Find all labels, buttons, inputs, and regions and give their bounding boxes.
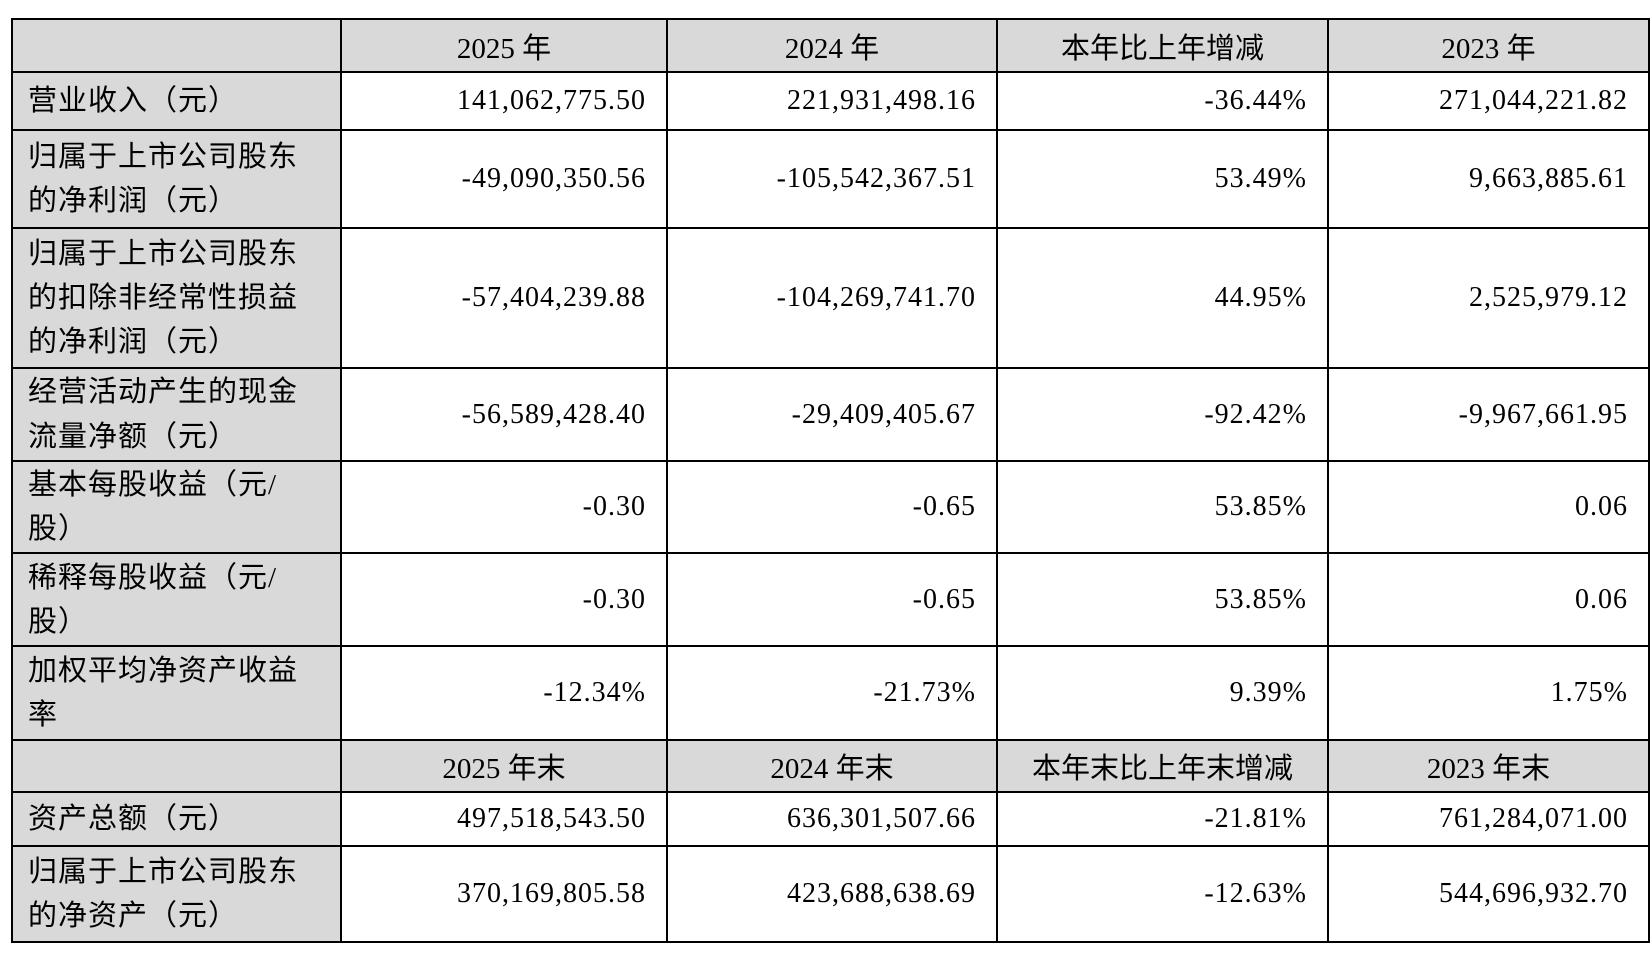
value-cell: -56,589,428.40 (340, 367, 668, 462)
value-cell: -105,542,367.51 (666, 129, 998, 229)
table-row: 基本每股收益（元/ 股） -0.30 -0.65 53.85% 0.06 (11, 459, 1650, 555)
table-row: 归属于上市公司股东 的扣除非经常性损益 的净利润（元） -57,404,239.… (11, 227, 1650, 369)
metric-label-cell: 经营活动产生的现金 流量净额（元） (11, 367, 342, 462)
value-cell: 370,169,805.58 (340, 845, 668, 944)
value-cell: 0.06 (1327, 552, 1650, 648)
value-cell: -12.34% (340, 645, 668, 742)
table-row: 经营活动产生的现金 流量净额（元） -56,589,428.40 -29,409… (11, 367, 1650, 462)
value-cell: 0.06 (1327, 459, 1650, 555)
metric-label-cell: 稀释每股收益（元/ 股） (11, 552, 342, 648)
value-cell: 423,688,638.69 (666, 845, 998, 944)
value-cell: -12.63% (996, 845, 1329, 944)
value-cell: 544,696,932.70 (1327, 845, 1650, 944)
value-cell: 1.75% (1327, 645, 1650, 742)
col-header-2025: 2025 年 (340, 18, 668, 73)
value-cell: -9,967,661.95 (1327, 367, 1650, 462)
value-cell: 53.85% (996, 459, 1329, 555)
metric-label-cell: 归属于上市公司股东 的扣除非经常性损益 的净利润（元） (11, 227, 342, 369)
value-cell: 53.49% (996, 129, 1329, 229)
table-row: 加权平均净资产收益 率 -12.34% -21.73% 9.39% 1.75% (11, 645, 1650, 742)
value-cell: 53.85% (996, 552, 1329, 648)
value-cell: -92.42% (996, 367, 1329, 462)
value-cell: 221,931,498.16 (666, 71, 998, 131)
table-row: 资产总额（元） 497,518,543.50 636,301,507.66 -2… (11, 791, 1650, 848)
col-header-2024-end: 2024 年末 (666, 739, 998, 794)
col-header-yoy-change: 本年比上年增减 (996, 18, 1329, 73)
value-cell: 9.39% (996, 645, 1329, 742)
section2-header-row: 2025 年末 2024 年末 本年末比上年末增减 2023 年末 (11, 739, 1650, 794)
value-cell: -21.81% (996, 791, 1329, 848)
value-cell: -0.30 (340, 552, 668, 648)
value-cell: 497,518,543.50 (340, 791, 668, 848)
metric-label-cell: 归属于上市公司股东 的净利润（元） (11, 129, 342, 229)
value-cell: 271,044,221.82 (1327, 71, 1650, 131)
value-cell: -49,090,350.56 (340, 129, 668, 229)
value-cell: -0.65 (666, 459, 998, 555)
col-header-2023-end: 2023 年末 (1327, 739, 1650, 794)
table-row: 稀释每股收益（元/ 股） -0.30 -0.65 53.85% 0.06 (11, 552, 1650, 648)
section1-header-row: 2025 年 2024 年 本年比上年增减 2023 年 (11, 18, 1650, 73)
col-header-yoy-end-change: 本年末比上年末增减 (996, 739, 1329, 794)
table-row: 归属于上市公司股东 的净资产（元） 370,169,805.58 423,688… (11, 845, 1650, 944)
financial-summary-table: 2025 年 2024 年 本年比上年增减 2023 年 营业收入（元） 141… (11, 18, 1650, 944)
table-row: 归属于上市公司股东 的净利润（元） -49,090,350.56 -105,54… (11, 129, 1650, 229)
metric-label-cell: 归属于上市公司股东 的净资产（元） (11, 845, 342, 944)
value-cell: -0.30 (340, 459, 668, 555)
value-cell: 761,284,071.00 (1327, 791, 1650, 848)
empty-corner-cell (11, 739, 342, 794)
value-cell: 44.95% (996, 227, 1329, 369)
col-header-2024: 2024 年 (666, 18, 998, 73)
value-cell: -36.44% (996, 71, 1329, 131)
value-cell: 141,062,775.50 (340, 71, 668, 131)
value-cell: -29,409,405.67 (666, 367, 998, 462)
value-cell: -104,269,741.70 (666, 227, 998, 369)
value-cell: -0.65 (666, 552, 998, 648)
value-cell: -21.73% (666, 645, 998, 742)
col-header-2023: 2023 年 (1327, 18, 1650, 73)
value-cell: 9,663,885.61 (1327, 129, 1650, 229)
value-cell: 636,301,507.66 (666, 791, 998, 848)
col-header-2025-end: 2025 年末 (340, 739, 668, 794)
empty-corner-cell (11, 18, 342, 73)
value-cell: 2,525,979.12 (1327, 227, 1650, 369)
value-cell: -57,404,239.88 (340, 227, 668, 369)
metric-label-cell: 加权平均净资产收益 率 (11, 645, 342, 742)
metric-label-cell: 资产总额（元） (11, 791, 342, 848)
metric-label-cell: 营业收入（元） (11, 71, 342, 131)
table-row: 营业收入（元） 141,062,775.50 221,931,498.16 -3… (11, 71, 1650, 131)
metric-label-cell: 基本每股收益（元/ 股） (11, 459, 342, 555)
